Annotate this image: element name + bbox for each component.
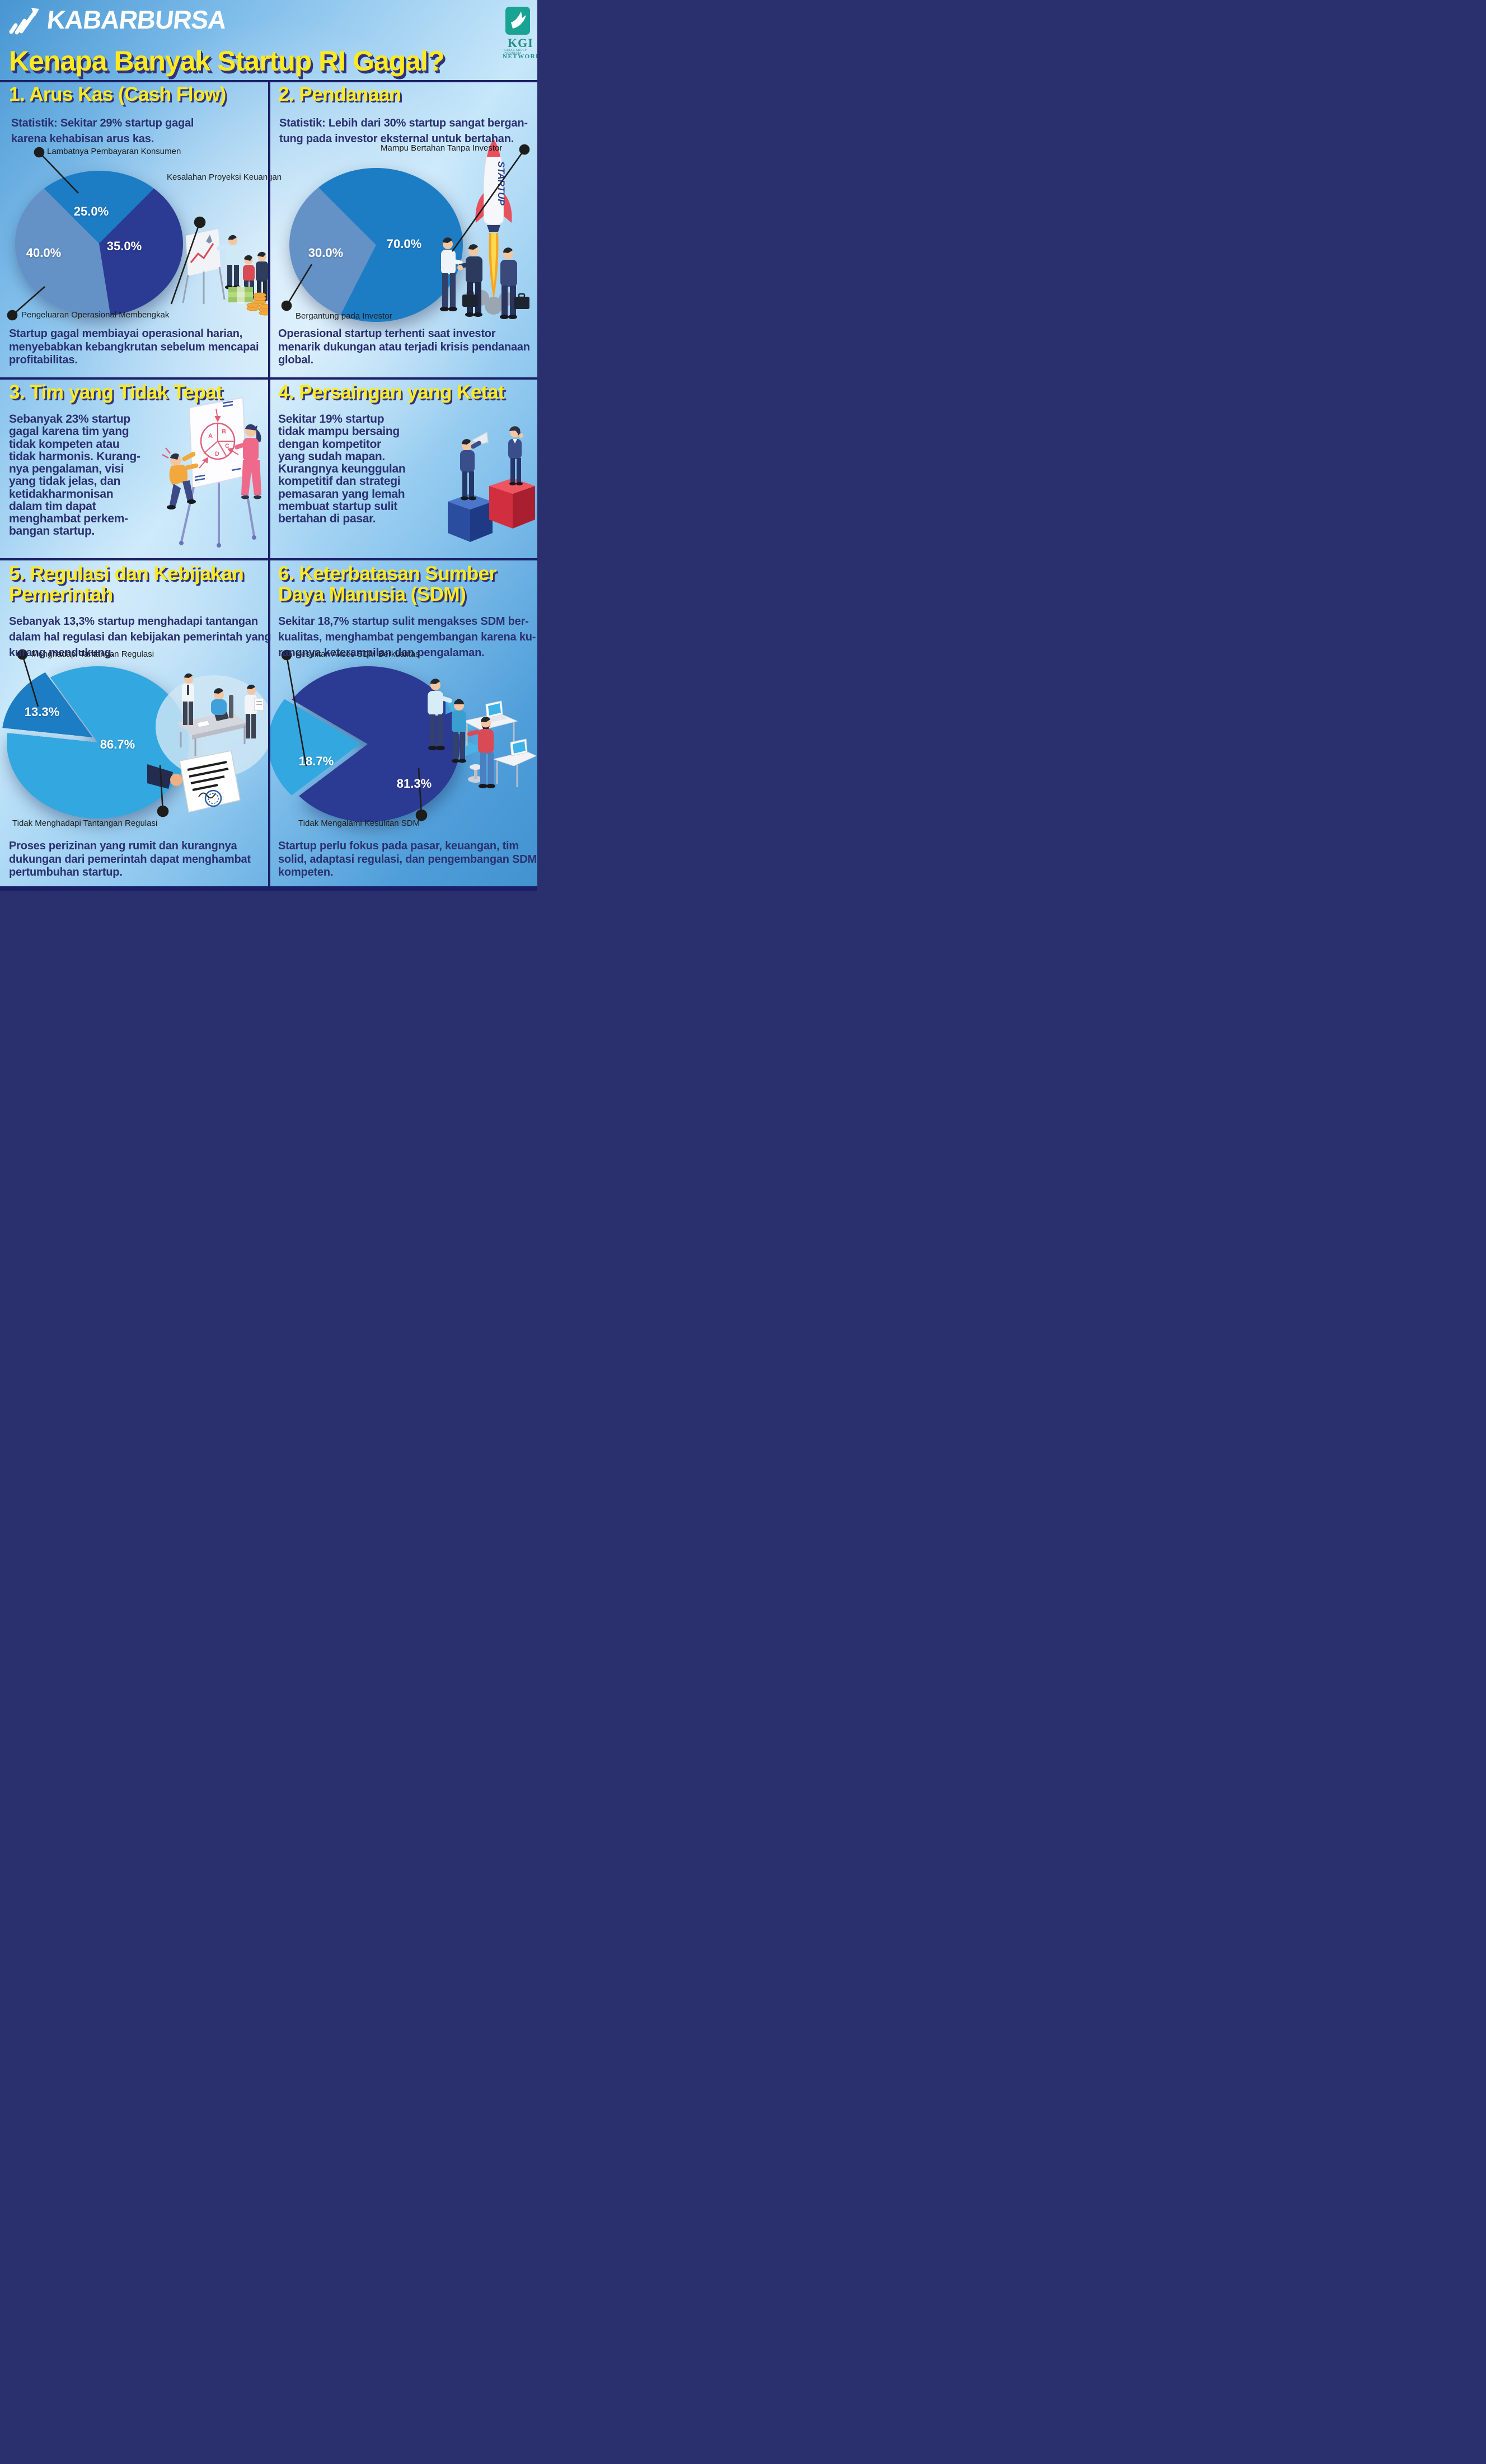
callout-label-hr-access-difficulty: Kesulitan Akses SDM Berkualitas: [296, 649, 420, 659]
svg-text:A: A: [208, 433, 213, 440]
pie-chart-cash-flow: [15, 171, 183, 316]
infographic-page: KABARBURSA KGI KABAR GROUP INDONESIA NET…: [0, 0, 537, 891]
kabarbursa-logo-icon: [9, 8, 39, 35]
pie-1-slice-label: 25.0%: [73, 204, 109, 218]
pitch-meeting-illustration: [182, 229, 270, 316]
permit-signing-illustration: [147, 673, 269, 813]
training-room-illustration: [428, 679, 536, 788]
svg-text:D: D: [215, 451, 219, 457]
svg-text:B: B: [222, 428, 226, 435]
section-1-heading: 1. Arus Kas (Cash Flow): [9, 83, 226, 105]
divider-vertical: [268, 80, 270, 886]
callout-label-projection-errors: Kesalahan Proyeksi Keuangan: [167, 172, 282, 182]
section-2-heading: 2. Pendanaan: [278, 83, 401, 105]
section-2-stat: Statistik: Lebih dari 30% startup sangat…: [279, 117, 528, 145]
section-5-heading: 5. Regulasi dan Kebijakan Pemerintah: [9, 563, 244, 606]
section-2-description: Operasional startup terhenti saat invest…: [278, 328, 530, 367]
startup-rocket-illustration: STARTUP: [440, 138, 529, 319]
kgi-check-icon: [511, 11, 526, 29]
svg-text:C: C: [225, 443, 229, 450]
team-whiteboard-illustration: A B CD: [162, 396, 261, 548]
callout-label-slow-payments: Lambatnya Pembayaran Konsumen: [47, 147, 181, 156]
callout-label-not-facing-regulation: Tidak Menghadapi Tantangan Regulasi: [12, 819, 158, 828]
section-1-stat: Statistik: Sekitar 29% startup gagal kare…: [11, 117, 194, 145]
pie-2-slice-label: 30.0%: [308, 246, 344, 260]
section-6-description: Startup perlu fokus pada pasar, keuangan…: [278, 840, 537, 879]
section-3-body: Sebanyak 23% startup gagal karena tim yan…: [9, 413, 140, 538]
pie-chart-funding: [289, 168, 463, 322]
page-title: Kenapa Banyak Startup RI Gagal?: [9, 45, 445, 77]
section-5-description: Proses perizinan yang rumit dan kurangny…: [9, 840, 251, 879]
pie-1-slice-label: 35.0%: [106, 239, 142, 253]
kgi-abbr-text: KGI: [508, 36, 533, 50]
megaphone-competition-illustration: [448, 426, 535, 542]
pie-6-slice-label: 18.7%: [298, 754, 334, 768]
callout-label-facing-regulation: Menghadapi Tantangan Regulasi: [31, 649, 154, 659]
pie-1-slice-label: 40.0%: [26, 246, 62, 260]
pie-2-slice-label: 70.0%: [386, 237, 422, 251]
callout-label-survive-without-investor: Mampu Bertahan Tanpa Investor: [381, 143, 503, 153]
section-1-description: Startup gagal membiayai operasional hari…: [9, 328, 259, 367]
section-4-heading: 4. Persaingan yang Ketat: [278, 381, 505, 403]
rocket-startup-text: STARTUP: [496, 161, 507, 205]
kgi-group-text: KABAR GROUP INDONESIA: [504, 49, 527, 55]
callout-label-operational-spending: Pengeluaran Operasional Membengkak: [21, 310, 170, 320]
section-3-heading: 3. Tim yang Tidak Tepat: [9, 381, 223, 403]
pie-5-slice-label: 13.3%: [24, 705, 60, 719]
section-5-stat: Sebanyak 13,3% startup menghadapi tantan…: [9, 615, 271, 659]
section-6-heading: 6. Keterbatasan Sumber Daya Manusia (SDM): [278, 563, 496, 606]
pie-5-slice-label: 86.7%: [100, 737, 135, 751]
divider-bottom: [0, 886, 537, 891]
pie-6-slice-label: 81.3%: [396, 777, 432, 791]
callout-label-depend-on-investor: Bergantung pada Investor: [296, 311, 392, 321]
callout-label-no-hr-difficulty: Tidak Mengalami Kesulitan SDM: [298, 819, 420, 828]
section-4-body: Sekitar 19% startup tidak mampu bersaing d…: [278, 413, 406, 525]
section-6-stat: Sekitar 18,7% startup sulit mengakses SD…: [278, 615, 536, 659]
brand-wordmark: KABARBURSA: [45, 5, 228, 34]
